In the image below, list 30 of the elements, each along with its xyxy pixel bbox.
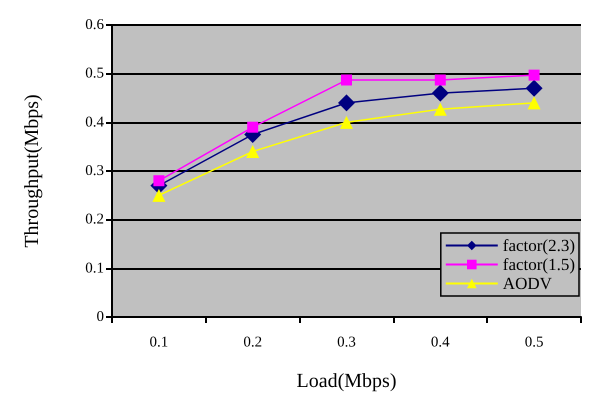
legend-label: factor(2.3) [502,236,576,255]
point [432,84,449,102]
x-tick-label: 0.2 [243,334,262,350]
legend-label: factor(1.5) [502,255,576,274]
point [526,80,543,97]
y-tick-label: 0.2 [85,212,104,228]
y-tick-label: 0.4 [85,114,104,130]
point [246,145,260,158]
point [152,188,166,202]
point [528,70,540,81]
x-tick-label: 0.1 [150,334,168,350]
point [341,74,352,86]
x-tick-label: 0.5 [524,334,544,350]
x-tick-label: 0.3 [337,334,356,350]
x-tick-label: 0.4 [430,334,450,350]
point [247,122,258,133]
y-tick-label: 0.3 [85,163,104,179]
point [153,175,164,186]
legend-label: AODV [502,274,553,293]
y-tick-label: 0 [96,309,104,325]
y-axis-title: Throughput(Mbps) [21,94,43,248]
point [528,96,541,110]
point [340,116,353,129]
point [434,74,446,86]
y-tick-label: 0.1 [85,260,104,276]
y-tick-label: 0.6 [85,17,104,33]
x-axis-title: Load(Mbps) [296,370,396,392]
point [434,102,447,116]
y-tick-label: 0.5 [85,66,104,82]
point [338,94,355,112]
